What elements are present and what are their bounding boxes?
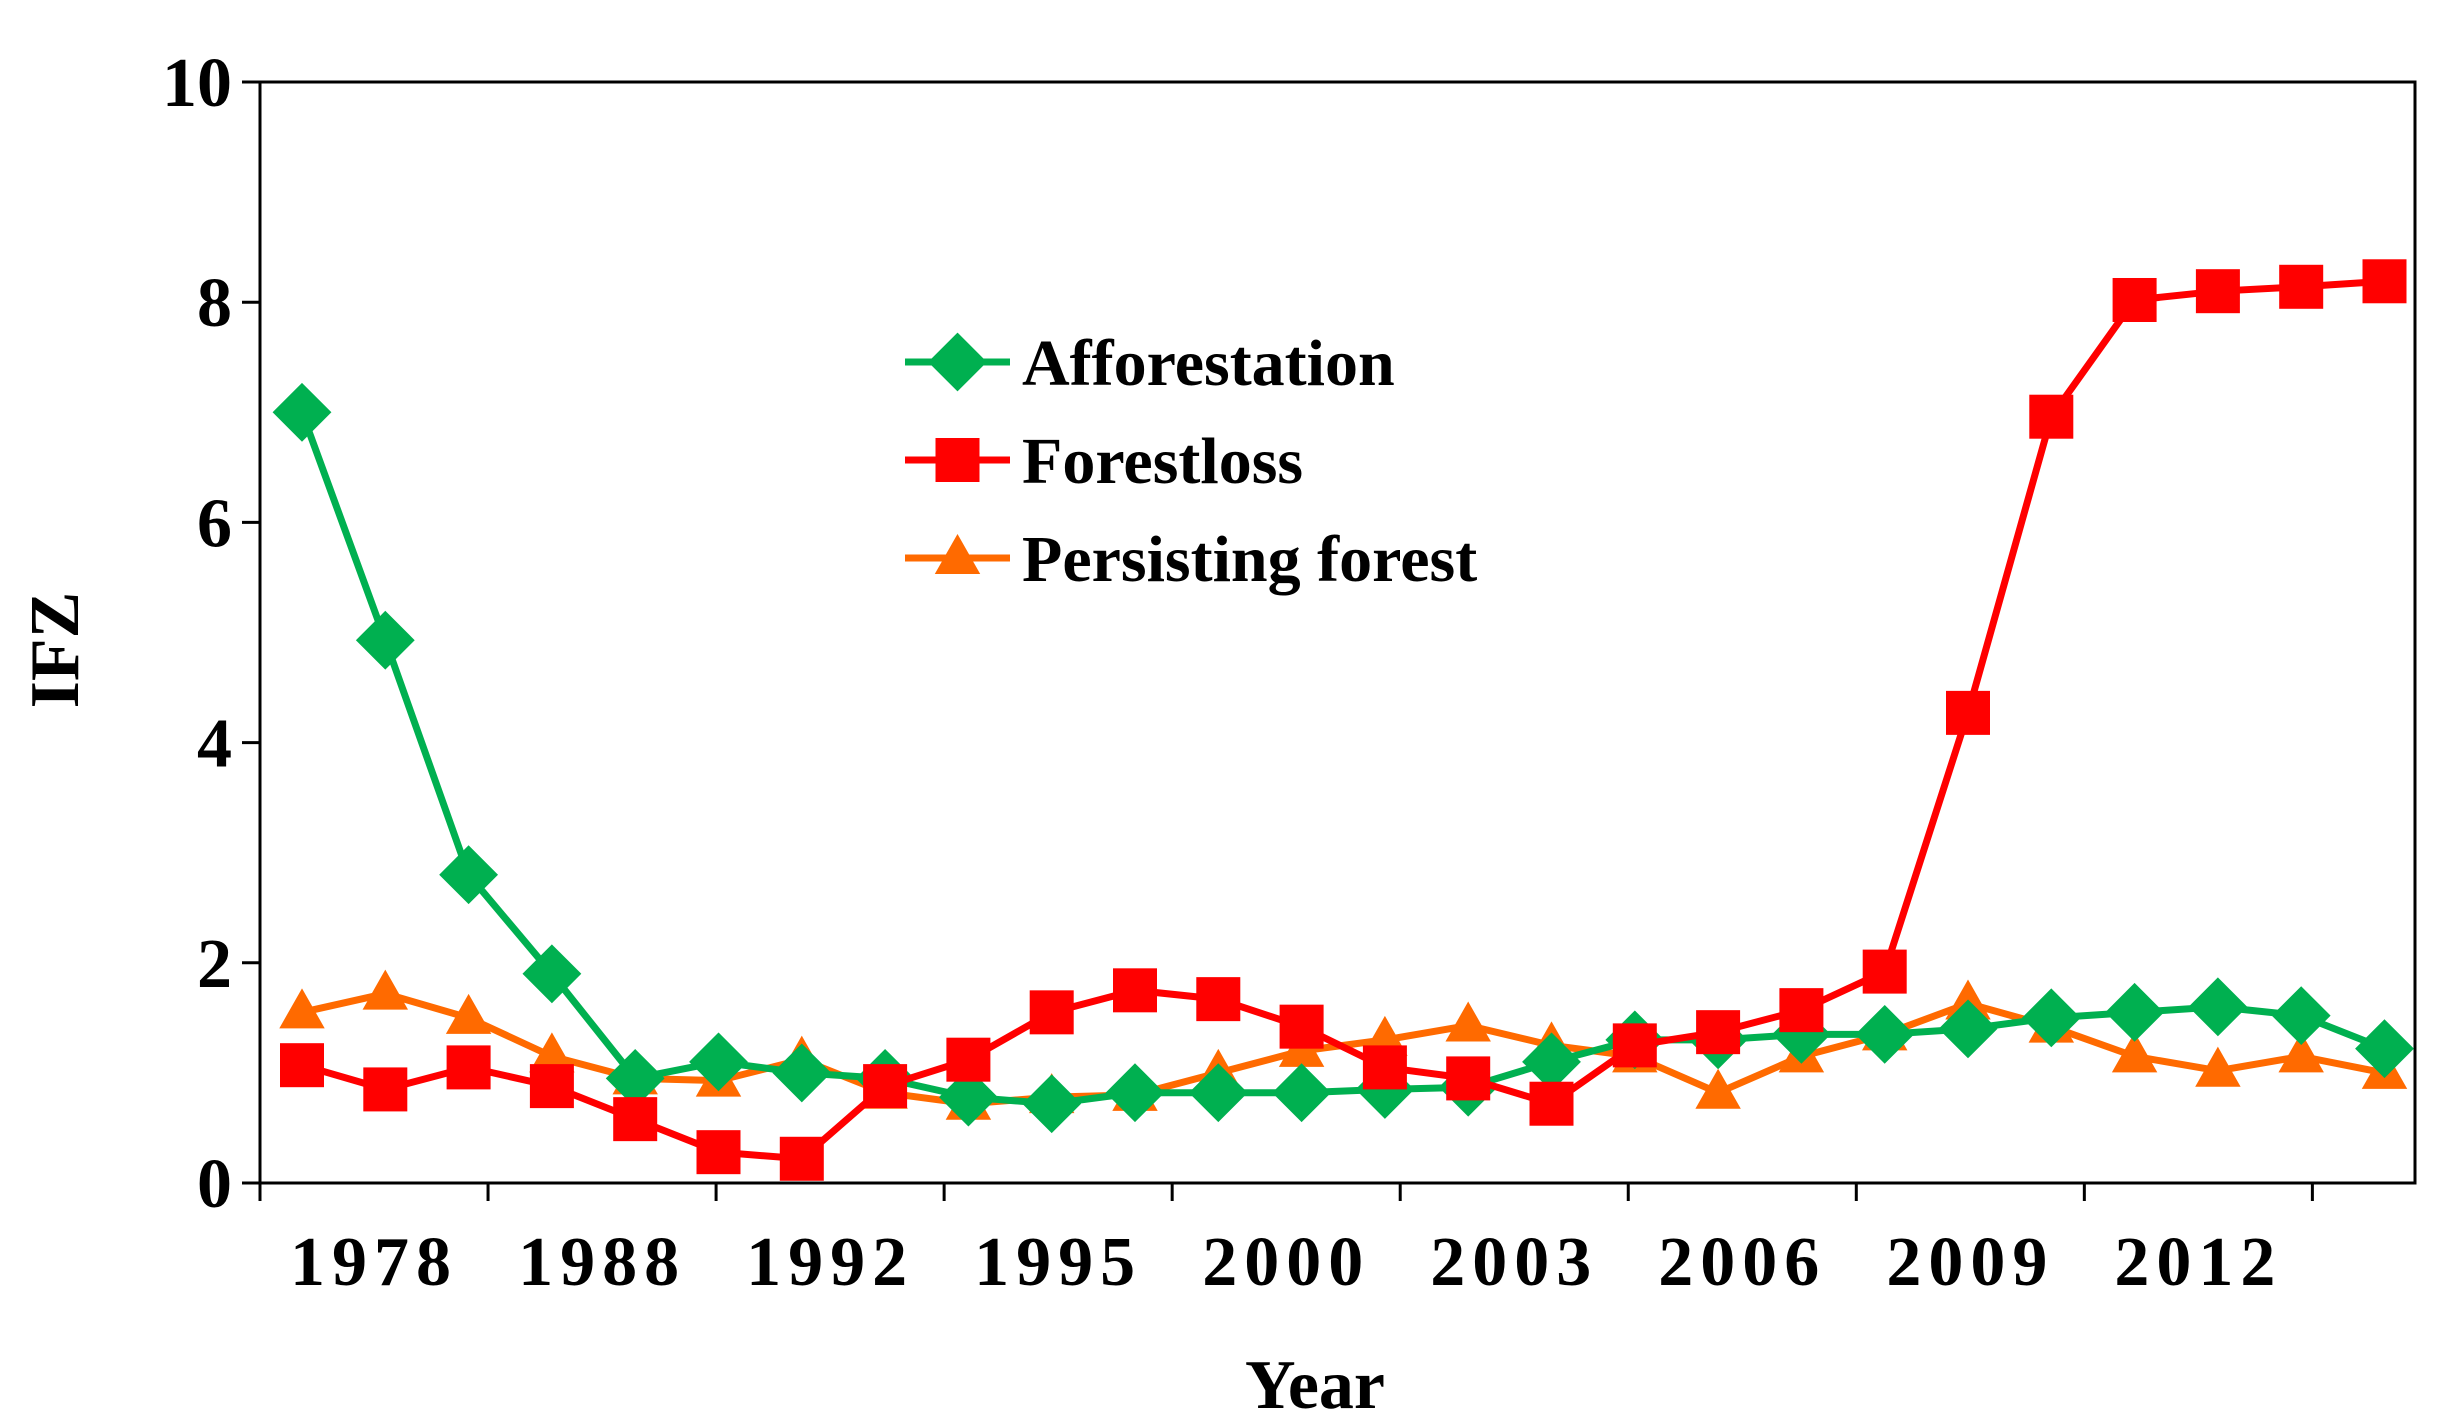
plot-border: [258, 80, 2417, 1185]
x-tick-label: 2012: [2114, 1224, 2282, 1301]
x-axis: 1978 1988 1992 1995 2000 2003 2006 2009 2012: [258, 1183, 2314, 1301]
data-point-forestloss: [779, 1136, 824, 1181]
y-axis: 0 2 4 6 8 10: [162, 45, 260, 1223]
data-point-afforestation: [2105, 982, 2165, 1042]
data-point-forestloss: [2195, 269, 2240, 314]
legend-label-afforestation: Afforestation: [1022, 327, 1395, 400]
data-point-afforestation: [938, 1067, 998, 1127]
series-afforestation: [272, 382, 2414, 1134]
series-layer: [272, 259, 2414, 1181]
data-point-afforestation: [2188, 977, 2248, 1037]
data-point-forestloss: [529, 1064, 574, 1109]
data-point-afforestation: [1022, 1074, 1082, 1134]
x-tick-label: 2003: [1430, 1224, 1598, 1301]
x-tick-label: 2000: [1202, 1224, 1370, 1301]
y-axis-title: IFZ: [17, 592, 94, 709]
y-tick-label: 8: [197, 265, 232, 342]
data-point-afforestation: [1188, 1063, 1248, 1123]
data-point-afforestation: [1938, 999, 1998, 1059]
data-point-forestloss: [2279, 264, 2324, 309]
x-tick-label: 2009: [1886, 1224, 2054, 1301]
y-tick-label: 4: [197, 706, 232, 783]
data-point-forestloss: [1029, 990, 1074, 1035]
data-point-forestloss: [1196, 977, 1241, 1022]
legend-item-persisting-forest: Persisting forest: [905, 523, 1477, 596]
data-point-forestloss: [1529, 1081, 1574, 1126]
y-tick-label: 2: [197, 926, 232, 1003]
data-point-afforestation: [439, 845, 499, 905]
legend-label-persisting-forest: Persisting forest: [1022, 523, 1477, 596]
data-point-persisting-forest: [2278, 1032, 2324, 1073]
data-point-afforestation: [1272, 1063, 1332, 1123]
data-point-persisting-forest: [2195, 1046, 2241, 1087]
data-point-forestloss: [1612, 1023, 1657, 1068]
data-point-persisting-forest: [445, 993, 492, 1034]
data-point-afforestation: [355, 610, 415, 670]
data-point-afforestation: [689, 1032, 748, 1092]
x-tick-label: 1978: [290, 1224, 458, 1301]
data-point-forestloss: [2029, 394, 2074, 439]
data-point-forestloss: [1779, 988, 1824, 1033]
x-tick-label: 1992: [746, 1224, 914, 1301]
data-point-persisting-forest: [279, 988, 325, 1029]
plot-frame: [258, 80, 2417, 1185]
data-point-persisting-forest: [2111, 1032, 2158, 1073]
data-point-forestloss: [863, 1064, 908, 1109]
legend-marker-forestloss: [935, 438, 980, 482]
data-point-forestloss: [1362, 1045, 1407, 1090]
data-point-forestloss: [946, 1037, 991, 1082]
data-point-afforestation: [272, 382, 332, 442]
y-tick-label: 0: [197, 1146, 232, 1223]
data-point-afforestation: [2355, 1019, 2414, 1079]
data-point-forestloss: [1113, 968, 1157, 1013]
data-point-forestloss: [2112, 277, 2157, 322]
data-point-afforestation: [2021, 988, 2081, 1048]
data-point-forestloss: [363, 1067, 408, 1112]
x-tick-label: 1995: [974, 1224, 1142, 1301]
legend-label-forestloss: Forestloss: [1022, 425, 1303, 498]
series-forestloss: [280, 259, 2407, 1181]
data-point-persisting-forest: [1695, 1068, 1741, 1109]
y-tick-label: 6: [197, 485, 232, 562]
data-point-forestloss: [613, 1097, 658, 1142]
x-tick-label: 2006: [1658, 1224, 1826, 1301]
data-point-forestloss: [1696, 1010, 1741, 1055]
data-point-afforestation: [2271, 986, 2331, 1046]
legend-marker-afforestation: [928, 332, 987, 392]
data-point-afforestation: [1105, 1063, 1165, 1123]
data-point-forestloss: [696, 1130, 741, 1175]
data-point-persisting-forest: [362, 969, 409, 1010]
x-tick-label: 1988: [518, 1224, 686, 1301]
data-point-forestloss: [1946, 690, 1990, 735]
data-point-afforestation: [522, 944, 582, 1004]
legend-item-afforestation: Afforestation: [905, 327, 1395, 400]
data-point-afforestation: [1855, 1004, 1915, 1064]
data-point-forestloss: [1862, 949, 1907, 994]
legend-marker-persisting-forest: [934, 533, 981, 574]
x-axis-title: Year: [1245, 1347, 1385, 1424]
y-tick-label: 10: [162, 45, 232, 122]
data-point-forestloss: [1446, 1056, 1491, 1101]
data-point-persisting-forest: [1445, 1001, 1491, 1042]
legend-item-forestloss: Forestloss: [905, 425, 1303, 498]
data-point-forestloss: [280, 1043, 324, 1088]
data-point-forestloss: [446, 1045, 491, 1090]
data-point-forestloss: [1279, 1004, 1324, 1049]
data-point-forestloss: [2362, 259, 2407, 304]
data-point-afforestation: [772, 1043, 832, 1103]
legend: Afforestation Forestloss Persisting forest: [905, 327, 1477, 596]
